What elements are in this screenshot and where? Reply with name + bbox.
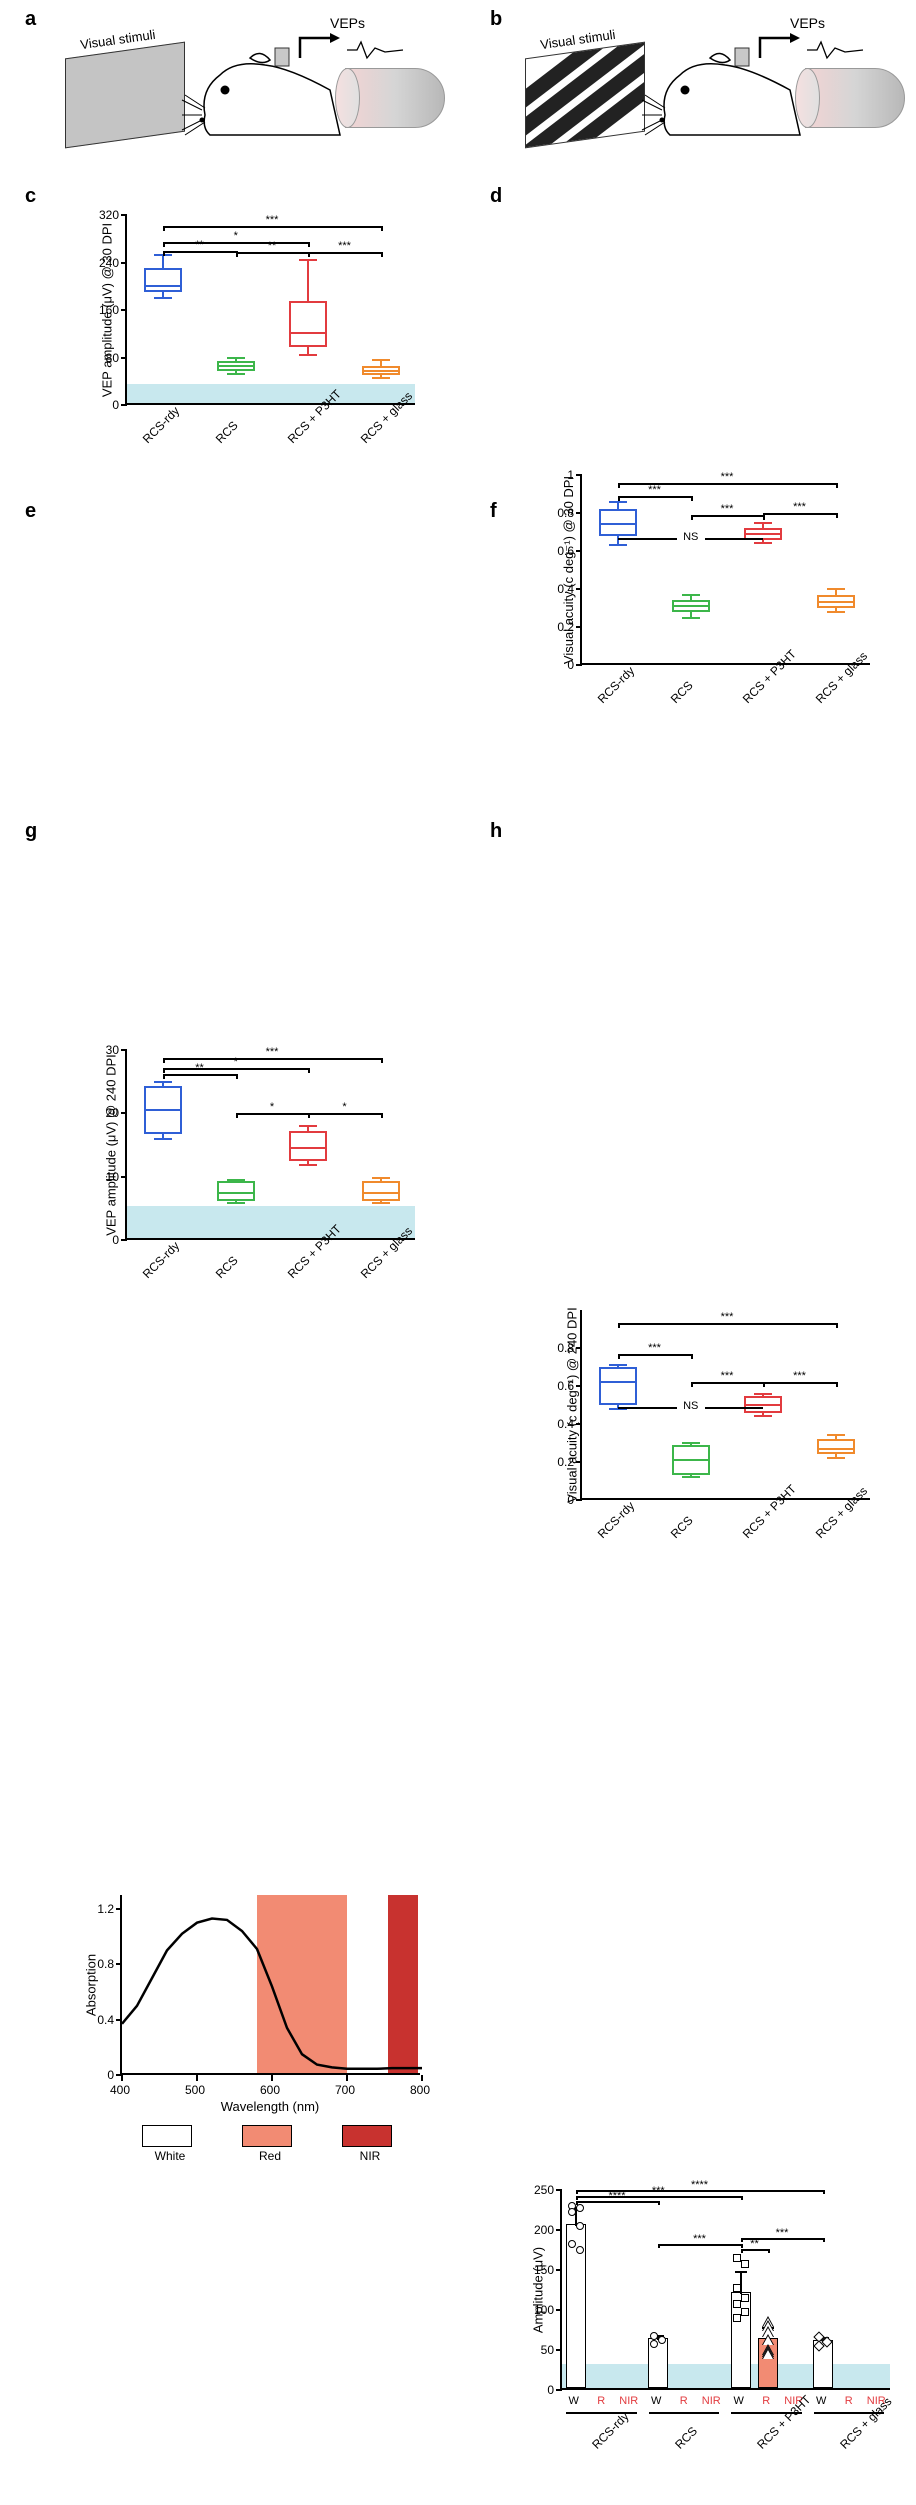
panel-label-d: d	[490, 185, 502, 208]
significance-label: ***	[721, 471, 734, 483]
significance-label: ***	[721, 1311, 734, 1323]
significance-label: ***	[721, 1370, 734, 1382]
ytick-label: 0	[112, 398, 119, 412]
boxplot-box	[289, 1131, 327, 1161]
noise-band	[127, 384, 415, 403]
sub-label: R	[845, 2395, 853, 2407]
panel-f: 00.20.40.60.8************NSVisual acuity…	[510, 1300, 900, 1560]
stimulus-grating	[525, 42, 645, 149]
sub-label: W	[651, 2395, 661, 2407]
sub-label: W	[816, 2395, 826, 2407]
sub-label: W	[569, 2395, 579, 2407]
panel-d: 00.20.40.60.81************NSVisual acuit…	[510, 465, 900, 725]
xtick-label: RCS-rdy	[140, 404, 182, 446]
significance-label: ***	[648, 1342, 661, 1354]
sub-label: W	[734, 2395, 744, 2407]
significance-label: ****	[691, 2179, 708, 2191]
legend-label: NIR	[342, 2149, 398, 2163]
significance-label: ***	[693, 2233, 706, 2245]
significance-label: ***	[266, 1046, 279, 1058]
panel-label-e: e	[25, 500, 36, 523]
significance-label: *	[342, 1101, 346, 1113]
boxplot-box	[144, 268, 182, 292]
panel-c: 080160240320***********VEP amplitude (μV…	[55, 205, 445, 465]
group-label: RCS	[672, 2424, 700, 2452]
significance-label: ***	[776, 2227, 789, 2239]
significance-label: ***	[793, 501, 806, 513]
panel-label-h: h	[490, 820, 502, 843]
significance-label: ***	[266, 214, 279, 226]
xtick-label: RCS	[668, 678, 696, 706]
ylabel: Absorption	[84, 1954, 99, 2016]
boxplot-box	[289, 301, 327, 347]
boxplot-box	[599, 1367, 637, 1405]
panel-a: Visual stimuli VEPs	[50, 20, 450, 170]
significance-label: NS	[683, 1400, 698, 1412]
group-label: RCS-rdy	[589, 2409, 631, 2451]
legend-label: Red	[242, 2149, 298, 2163]
ylabel: Amplitude (μV)	[531, 2247, 546, 2333]
xtick-label: RCS	[213, 1253, 241, 1281]
vep-label-a: VEPs	[330, 15, 365, 31]
significance-label: NS	[683, 531, 698, 543]
panel-b: Visual stimuli VEPs	[510, 20, 910, 170]
ylabel: Visual acuity (c deg⁻¹) @ 240 DPI	[565, 1307, 581, 1502]
ylabel: VEP amplitude (μV) @ 30 DPI	[100, 223, 115, 397]
figure: a b c d e f g h Visual stimuli VEPs	[0, 0, 916, 1366]
ylabel: VEP amplitude (μV) @ 240 DPI	[103, 1054, 118, 1236]
mouse-icon	[180, 40, 360, 160]
sub-label: R	[597, 2395, 605, 2407]
panel-label-b: b	[490, 8, 502, 31]
panel-label-a: a	[25, 8, 36, 31]
sub-label: NIR	[619, 2395, 638, 2407]
sub-label: R	[762, 2395, 770, 2407]
panel-g: 00.40.81.2400500600700800AbsorptionWavel…	[55, 1885, 445, 2175]
panel-e: 0102030********VEP amplitude (μV) @ 240 …	[55, 1040, 445, 1300]
xtick-label: RCS-rdy	[140, 1239, 182, 1281]
holder-tube	[345, 68, 445, 128]
xtick-label: RCS-rdy	[595, 1499, 637, 1541]
significance-label: **	[268, 240, 277, 252]
ylabel: Visual acuity (c deg⁻¹) @ 30 DPI	[561, 476, 577, 664]
significance-label: *	[270, 1101, 274, 1113]
vep-label-b: VEPs	[790, 15, 825, 31]
significance-label: ***	[721, 503, 734, 515]
panel-h: 050100150200250*******************Amplit…	[500, 2175, 910, 2505]
sub-label: NIR	[702, 2395, 721, 2407]
panel-label-g: g	[25, 820, 37, 843]
significance-label: **	[195, 239, 204, 251]
mouse-icon	[640, 40, 820, 160]
significance-label: ***	[793, 1370, 806, 1382]
sub-label: R	[680, 2395, 688, 2407]
panel-label-f: f	[490, 500, 497, 523]
significance-label: ***	[338, 240, 351, 252]
legend-label: White	[142, 2149, 198, 2163]
significance-label: *	[234, 230, 238, 242]
xtick-label: RCS	[213, 418, 241, 446]
ytick-label: 320	[99, 208, 119, 222]
xtick-label: RCS-rdy	[595, 664, 637, 706]
significance-label: ***	[648, 484, 661, 496]
xtick-label: RCS	[668, 1513, 696, 1541]
xlabel: Wavelength (nm)	[120, 2099, 420, 2114]
holder-tube	[805, 68, 905, 128]
stimulus-flash	[65, 42, 185, 149]
noise-band	[127, 1206, 415, 1238]
panel-label-c: c	[25, 185, 36, 208]
